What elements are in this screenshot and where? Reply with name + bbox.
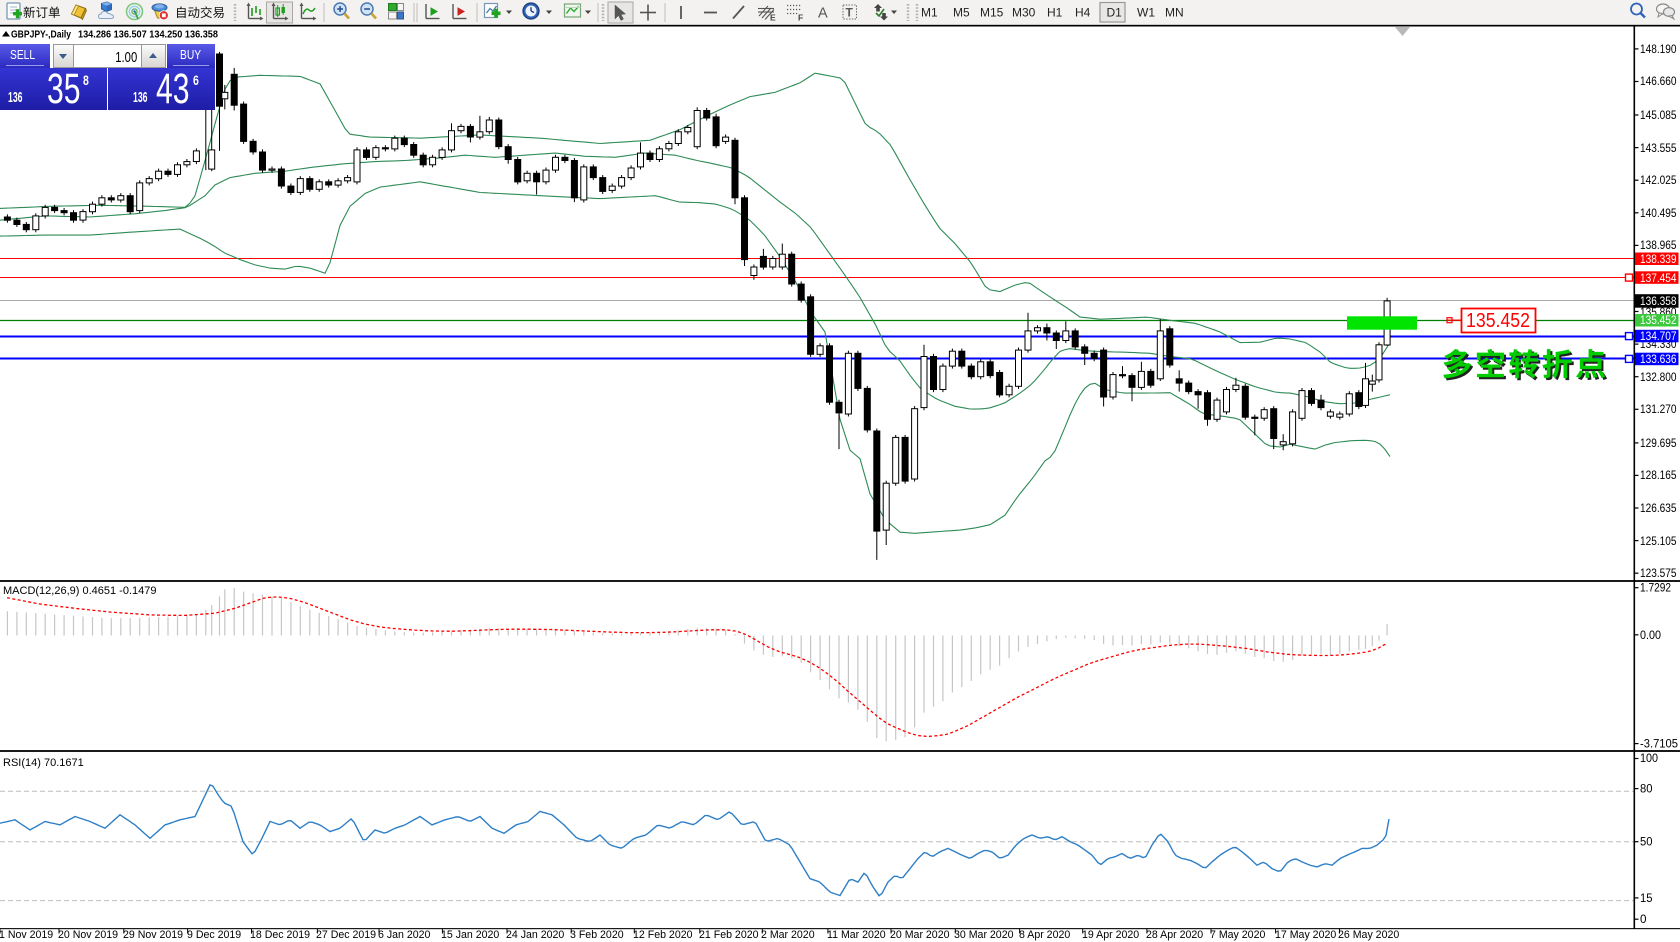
svg-text:M30: M30	[1012, 6, 1036, 20]
svg-text:17 May 2020: 17 May 2020	[1275, 929, 1336, 941]
svg-text:20 Nov 2019: 20 Nov 2019	[58, 929, 118, 941]
svg-text:21 Feb 2020: 21 Feb 2020	[699, 929, 759, 941]
svg-text:18 Dec 2019: 18 Dec 2019	[250, 929, 310, 941]
svg-text:F: F	[798, 13, 803, 23]
svg-text:H1: H1	[1047, 6, 1063, 20]
svg-text:H4: H4	[1075, 6, 1091, 20]
svg-text:132.800: 132.800	[1640, 372, 1677, 384]
svg-text:A: A	[818, 6, 828, 22]
svg-text:0.00: 0.00	[1640, 630, 1661, 642]
svg-text:E: E	[770, 13, 776, 23]
svg-text:26 May 2020: 26 May 2020	[1338, 929, 1399, 941]
svg-text:145.085: 145.085	[1640, 110, 1677, 122]
svg-text:6 Jan 2020: 6 Jan 2020	[378, 929, 431, 941]
svg-text:1.7292: 1.7292	[1640, 583, 1671, 595]
svg-text:3 Feb 2020: 3 Feb 2020	[570, 929, 624, 941]
svg-text:80: 80	[1640, 783, 1653, 795]
svg-text:D1: D1	[1107, 6, 1123, 20]
svg-text:137.454: 137.454	[1640, 273, 1677, 285]
svg-text:138.339: 138.339	[1640, 254, 1677, 266]
svg-text:136.358: 136.358	[1640, 296, 1677, 308]
svg-text:19 Apr 2020: 19 Apr 2020	[1082, 929, 1139, 941]
svg-text:M15: M15	[980, 6, 1004, 20]
svg-text:-3.7105: -3.7105	[1640, 739, 1678, 751]
svg-text:138.965: 138.965	[1640, 240, 1677, 252]
svg-text:7 May 2020: 7 May 2020	[1210, 929, 1265, 941]
svg-text:9 Dec 2019: 9 Dec 2019	[187, 929, 241, 941]
svg-text:T: T	[846, 6, 854, 20]
svg-text:125.105: 125.105	[1640, 536, 1677, 548]
svg-text:100: 100	[1640, 753, 1658, 765]
svg-text:1 Nov 2019: 1 Nov 2019	[0, 929, 53, 941]
svg-text:135.452: 135.452	[1640, 315, 1677, 327]
svg-text:11 Mar 2020: 11 Mar 2020	[827, 929, 886, 941]
svg-text:15 Jan 2020: 15 Jan 2020	[441, 929, 499, 941]
svg-text:20 Mar 2020: 20 Mar 2020	[890, 929, 950, 941]
svg-text:50: 50	[1640, 837, 1653, 849]
svg-text:140.495: 140.495	[1640, 208, 1677, 220]
svg-text:GBPJPY-,Daily: GBPJPY-,Daily	[11, 29, 71, 41]
svg-text:12 Feb 2020: 12 Feb 2020	[633, 929, 693, 941]
svg-text:W1: W1	[1137, 6, 1155, 20]
svg-text:148.190: 148.190	[1640, 44, 1677, 56]
svg-text:RSI(14) 70.1671: RSI(14) 70.1671	[3, 757, 84, 769]
svg-text:142.025: 142.025	[1640, 175, 1677, 187]
svg-text:123.575: 123.575	[1640, 568, 1677, 580]
svg-text:133.636: 133.636	[1640, 354, 1677, 366]
svg-text:30 Mar 2020: 30 Mar 2020	[954, 929, 1014, 941]
svg-text:15: 15	[1640, 893, 1653, 905]
svg-text:0: 0	[1640, 914, 1647, 926]
svg-text:146.660: 146.660	[1640, 76, 1677, 88]
svg-text:2 Mar 2020: 2 Mar 2020	[761, 929, 815, 941]
svg-text:28 Apr 2020: 28 Apr 2020	[1146, 929, 1203, 941]
svg-text:MACD(12,26,9) 0.4651 -0.1479: MACD(12,26,9) 0.4651 -0.1479	[3, 585, 156, 597]
svg-text:134.707: 134.707	[1640, 331, 1677, 343]
svg-text:M5: M5	[953, 6, 970, 20]
svg-text:128.165: 128.165	[1640, 470, 1677, 482]
svg-text:143.555: 143.555	[1640, 143, 1677, 155]
svg-text:MN: MN	[1165, 6, 1184, 20]
svg-text:126.635: 126.635	[1640, 503, 1677, 515]
svg-text:24 Jan 2020: 24 Jan 2020	[506, 929, 564, 941]
svg-text:M1: M1	[921, 6, 938, 20]
svg-text:135.452: 135.452	[1466, 310, 1530, 332]
svg-text:134.286 136.507 134.250 136.35: 134.286 136.507 134.250 136.358	[78, 29, 218, 41]
svg-text:29 Nov 2019: 29 Nov 2019	[123, 929, 183, 941]
svg-text:131.270: 131.270	[1640, 404, 1677, 416]
svg-text:27 Dec 2019: 27 Dec 2019	[316, 929, 376, 941]
svg-text:129.695: 129.695	[1640, 438, 1677, 450]
svg-text:8 Apr 2020: 8 Apr 2020	[1019, 929, 1070, 941]
